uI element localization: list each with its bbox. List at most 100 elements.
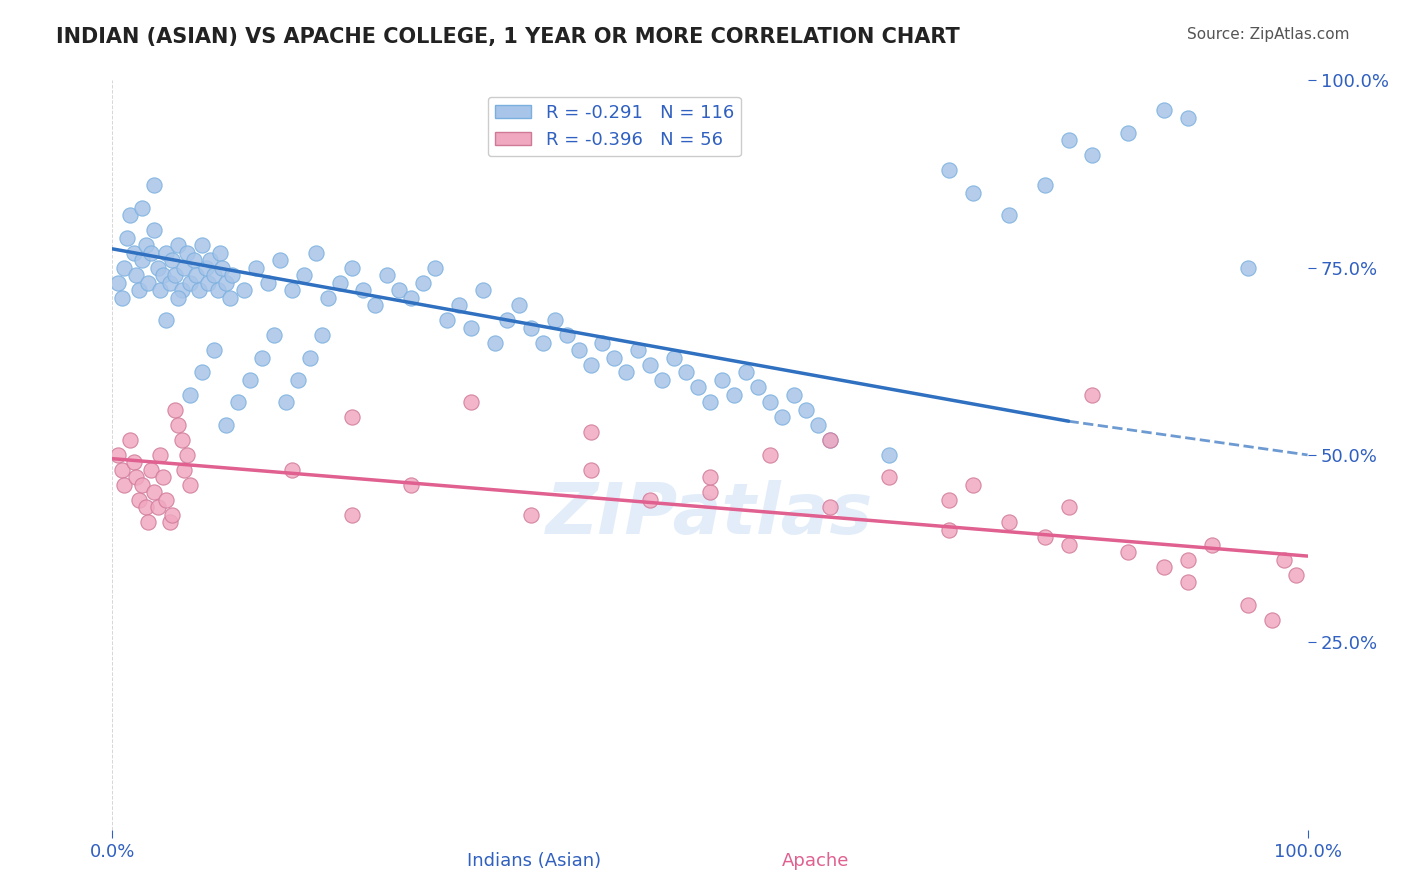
Point — [281, 283, 304, 297]
Point — [115, 230, 138, 244]
Point — [316, 291, 339, 305]
Point — [759, 448, 782, 462]
Point — [508, 298, 530, 312]
Point — [159, 276, 181, 290]
Point — [173, 463, 195, 477]
Point — [200, 253, 222, 268]
Point — [239, 373, 262, 387]
Point — [114, 478, 135, 492]
Point — [155, 313, 177, 327]
Point — [138, 516, 160, 530]
Point — [723, 388, 745, 402]
Point — [688, 380, 710, 394]
Point — [412, 276, 434, 290]
Point — [460, 320, 482, 334]
Point — [170, 433, 193, 447]
Point — [120, 208, 142, 222]
Legend: R = -0.291   N = 116, R = -0.396   N = 56: R = -0.291 N = 116, R = -0.396 N = 56 — [488, 97, 741, 156]
Point — [794, 403, 817, 417]
Point — [651, 373, 673, 387]
Point — [1237, 260, 1260, 275]
Point — [747, 380, 769, 394]
Point — [173, 260, 195, 275]
Point — [162, 508, 183, 522]
Point — [233, 283, 256, 297]
Point — [292, 268, 315, 282]
Point — [152, 268, 174, 282]
Point — [543, 313, 565, 327]
Point — [401, 478, 423, 492]
Point — [152, 470, 174, 484]
Point — [298, 351, 321, 365]
Point — [962, 186, 984, 200]
Point — [364, 298, 387, 312]
Point — [114, 260, 135, 275]
Point — [176, 245, 198, 260]
Point — [167, 417, 190, 432]
Point — [962, 478, 984, 492]
Point — [163, 268, 186, 282]
Point — [131, 253, 153, 268]
Point — [616, 366, 638, 380]
Point — [699, 485, 721, 500]
Point — [139, 463, 162, 477]
Point — [111, 463, 134, 477]
Point — [329, 276, 352, 290]
Point — [120, 433, 142, 447]
Point — [1081, 148, 1104, 162]
Point — [146, 260, 169, 275]
Point — [460, 395, 482, 409]
Point — [197, 276, 219, 290]
Point — [155, 492, 177, 507]
Point — [1118, 126, 1140, 140]
Point — [1033, 530, 1056, 544]
Point — [167, 291, 190, 305]
Point — [257, 276, 280, 290]
Point — [555, 328, 578, 343]
Point — [472, 283, 495, 297]
Point — [179, 276, 201, 290]
Point — [155, 245, 177, 260]
Point — [531, 335, 554, 350]
Point — [311, 328, 333, 343]
Point — [770, 410, 793, 425]
Point — [818, 433, 841, 447]
Point — [245, 260, 267, 275]
Point — [1201, 538, 1223, 552]
Point — [782, 388, 804, 402]
Point — [1057, 133, 1080, 147]
Point — [159, 516, 181, 530]
Point — [579, 358, 602, 372]
Point — [818, 500, 841, 515]
Point — [215, 276, 238, 290]
Point — [568, 343, 591, 357]
Point — [603, 351, 626, 365]
Point — [879, 448, 901, 462]
Point — [191, 238, 214, 252]
Point — [167, 238, 190, 252]
Point — [1272, 553, 1295, 567]
Point — [146, 500, 169, 515]
Point — [170, 283, 193, 297]
Point — [139, 245, 162, 260]
Point — [447, 298, 470, 312]
Point — [125, 268, 148, 282]
Point — [1118, 545, 1140, 559]
Point — [111, 291, 134, 305]
Point — [1057, 500, 1080, 515]
Point — [340, 410, 363, 425]
Point — [138, 276, 160, 290]
Point — [735, 366, 758, 380]
Point — [131, 478, 153, 492]
Point — [352, 283, 374, 297]
Point — [496, 313, 519, 327]
Point — [388, 283, 411, 297]
Point — [340, 260, 363, 275]
Text: INDIAN (ASIAN) VS APACHE COLLEGE, 1 YEAR OR MORE CORRELATION CHART: INDIAN (ASIAN) VS APACHE COLLEGE, 1 YEAR… — [56, 27, 960, 46]
Point — [202, 268, 225, 282]
Point — [1033, 178, 1056, 193]
Point — [143, 485, 166, 500]
Point — [699, 470, 721, 484]
Point — [107, 276, 129, 290]
Point — [484, 335, 506, 350]
